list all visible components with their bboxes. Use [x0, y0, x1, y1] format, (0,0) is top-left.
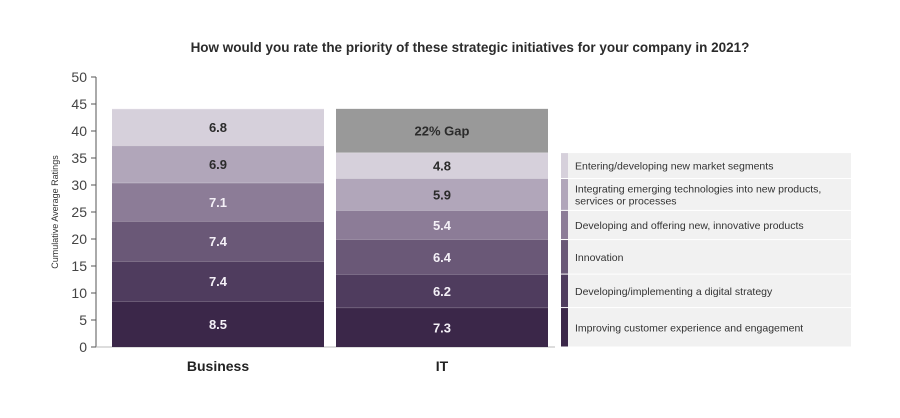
category-label: Business [187, 358, 249, 374]
segment-value-label: 5.4 [433, 218, 452, 233]
legend-row [561, 308, 851, 347]
segment-value-label: 7.4 [209, 234, 228, 249]
legend-row [561, 210, 851, 240]
segment-value-label: 5.9 [433, 187, 451, 202]
segment-value-label: 7.1 [209, 195, 227, 210]
legend-swatch [561, 240, 568, 274]
legend-row [561, 274, 851, 308]
y-axis-label: Cumulative Average Ratings [50, 155, 60, 269]
segment-value-label: 6.8 [209, 120, 227, 135]
legend-row [561, 179, 851, 210]
legend-swatch [561, 308, 568, 347]
legend-swatch [561, 210, 568, 240]
bar-segment [112, 108, 324, 146]
segment-value-label: 6.4 [433, 250, 452, 265]
bar-segment [336, 274, 548, 308]
legend-entry-text: Entering/developing new market segments [575, 161, 773, 173]
gap-block [336, 108, 548, 153]
category-label: IT [436, 358, 449, 374]
legend-row [561, 240, 851, 274]
y-tick-label: 45 [71, 96, 87, 112]
bar-segment [336, 152, 548, 179]
y-tick-label: 40 [71, 123, 87, 139]
y-tick-label: 15 [71, 258, 87, 274]
y-tick-label: 10 [71, 285, 87, 301]
legend-entry-text: services or processes [575, 195, 677, 207]
bar-segment [112, 301, 324, 347]
segment-value-label: 6.2 [433, 284, 451, 299]
segment-value-label: 7.4 [209, 274, 228, 289]
chart-title: How would you rate the priority of these… [191, 40, 750, 55]
legend-entry-text: Innovation [575, 252, 624, 264]
y-tick-label: 30 [71, 177, 87, 193]
y-tick-label: 5 [79, 312, 87, 328]
bar-segment [112, 145, 324, 183]
y-tick-label: 0 [79, 339, 87, 355]
bar-segment [112, 221, 324, 262]
legend-entry-text: Developing and offering new, innovative … [575, 220, 804, 232]
legend-entry-text: Integrating emerging technologies into n… [575, 183, 821, 195]
legend-swatch [561, 153, 568, 179]
gap-label: 22% Gap [415, 124, 470, 139]
y-tick-label: 35 [71, 150, 87, 166]
segment-value-label: 7.3 [433, 320, 451, 335]
bar-segment [112, 182, 324, 222]
legend-entry-text: Improving customer experience and engage… [575, 322, 803, 334]
legend-swatch [561, 274, 568, 308]
bar-segment [336, 239, 548, 275]
bar-segment [112, 261, 324, 302]
bar-segment [336, 178, 548, 211]
bar-segment [336, 307, 548, 347]
legend: Entering/developing new market segments I… [561, 153, 851, 347]
bars: 8.5 7.4 7.4 7.1 6.9 6.8 Business 7.3 6.2 6.4 5.4 5.… [112, 108, 548, 374]
segment-value-label: 6.9 [209, 157, 227, 172]
segment-value-label: 4.8 [433, 159, 451, 174]
segment-value-label: 8.5 [209, 317, 227, 332]
legend-entry-text: Developing/implementing a digital strate… [575, 286, 773, 298]
bar-segment [336, 210, 548, 240]
y-tick-label: 50 [71, 69, 87, 85]
y-tick-label: 25 [71, 204, 87, 220]
legend-row [561, 153, 851, 179]
legend-swatch [561, 179, 568, 210]
y-tick-label: 20 [71, 231, 87, 247]
